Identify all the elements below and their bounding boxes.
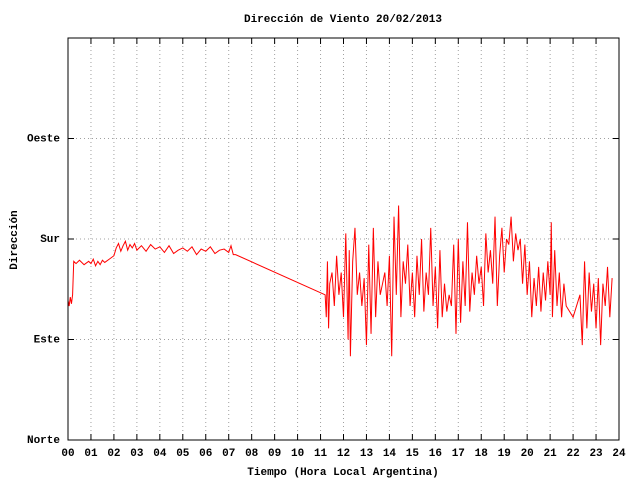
x-tick-label: 00	[61, 448, 74, 460]
x-tick-label: 08	[245, 448, 259, 460]
x-tick-label: 12	[337, 448, 350, 460]
y-axis-label: Dirección	[9, 210, 21, 269]
x-tick-label: 23	[589, 448, 603, 460]
x-tick-label: 10	[291, 448, 304, 460]
x-tick-label: 01	[84, 448, 98, 460]
x-axis-label: Tiempo (Hora Local Argentina)	[247, 467, 438, 479]
data-line	[67, 205, 613, 357]
y-tick-label: Norte	[27, 435, 60, 447]
x-tick-label: 05	[176, 448, 190, 460]
x-tick-label: 13	[360, 448, 374, 460]
x-tick-label: 20	[521, 448, 534, 460]
y-tick-label: Oeste	[27, 133, 60, 145]
x-tick-label: 19	[498, 448, 511, 460]
x-tick-label: 18	[475, 448, 489, 460]
x-tick-label: 14	[383, 448, 397, 460]
x-tick-label: 11	[314, 448, 328, 460]
x-tick-label: 03	[130, 448, 144, 460]
x-tick-label: 24	[612, 448, 626, 460]
x-tick-label: 06	[199, 448, 212, 460]
x-tick-label: 21	[544, 448, 558, 460]
plot-border	[67, 37, 620, 441]
chart-title: Dirección de Viento 20/02/2013	[244, 14, 442, 26]
x-tick-label: 07	[222, 448, 235, 460]
y-tick-label: Este	[34, 334, 61, 346]
x-tick-label: 16	[429, 448, 442, 460]
x-tick-label: 02	[107, 448, 120, 460]
x-tick-label: 09	[268, 448, 281, 460]
y-tick-label: Sur	[40, 234, 60, 246]
x-tick-label: 15	[406, 448, 420, 460]
x-tick-label: 22	[566, 448, 579, 460]
x-tick-label: 17	[452, 448, 465, 460]
x-tick-label: 04	[153, 448, 167, 460]
